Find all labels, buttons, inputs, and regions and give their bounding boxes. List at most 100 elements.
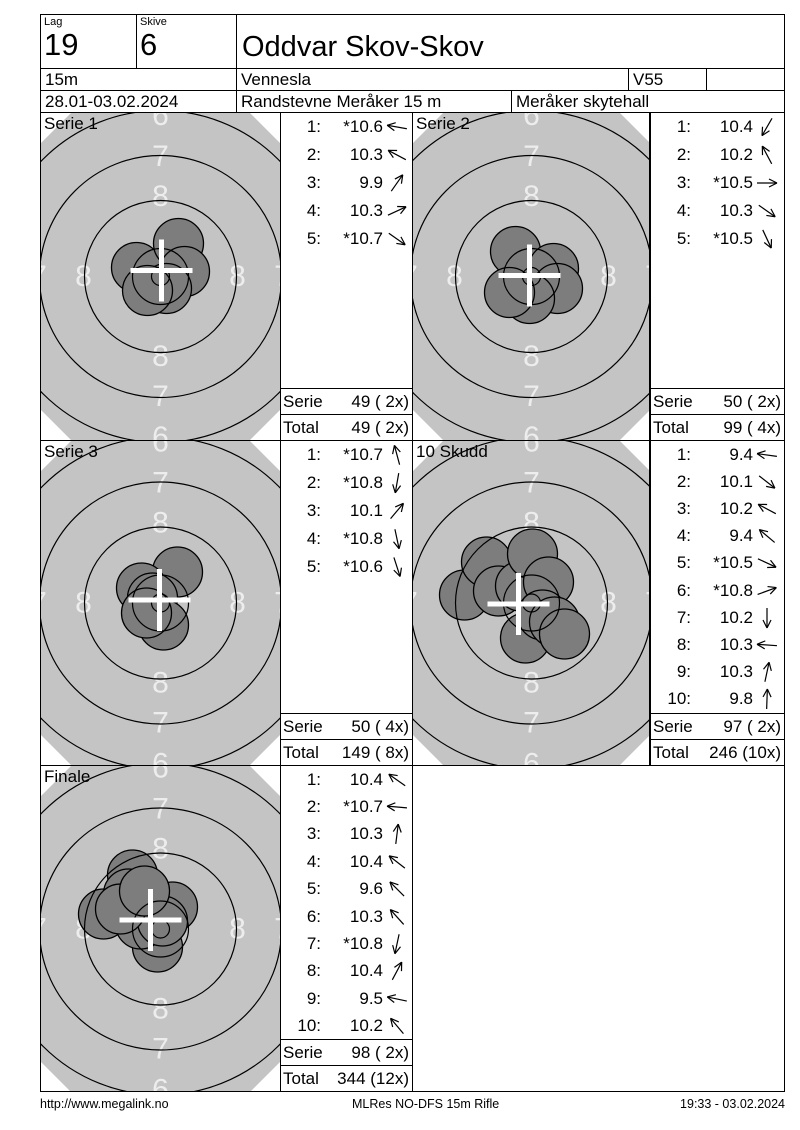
shot-hole <box>118 865 171 917</box>
shot-value: 10.3 <box>349 824 383 844</box>
shot-value: *10.8 <box>713 580 753 600</box>
shot-row: 5: *10.7 <box>281 225 412 253</box>
shot-row: 3: 9.9 <box>281 169 412 197</box>
shot-value: *10.5 <box>713 553 753 573</box>
shot-value: 10.2 <box>719 145 753 164</box>
shot-number: 5: <box>306 557 321 576</box>
shot-list-serie-3: 1: *10.7 2: *10.8 3: 10.1 4: *10.8 5: *10.6 Serie 5… <box>280 440 412 765</box>
serie-value: 97 ( 2x) <box>723 716 781 736</box>
ring-value-label: 6 <box>523 748 540 766</box>
ring-value-label: 6 <box>152 748 169 766</box>
shot-number: 1: <box>306 769 321 789</box>
shooter-class: V55 <box>633 70 664 89</box>
shot-direction-arrow-icon <box>383 173 411 193</box>
shot-row: 5: 9.6 <box>281 876 412 903</box>
total-score-row: Total 99 ( 4x) <box>651 414 784 440</box>
ring-value-label: 6 <box>152 421 169 440</box>
shot-number: 2: <box>676 471 691 491</box>
shot-value: *10.7 <box>343 445 383 464</box>
ring-value-label: 8 <box>152 993 169 1026</box>
serie-value: 49 ( 2x) <box>351 391 409 411</box>
shot-list-finale: 1: 10.4 2: *10.7 3: 10.3 4: 10.4 5: 9.6 6: 10.3 7: *1… <box>280 765 412 1092</box>
total-label: Total <box>283 742 319 762</box>
ring-value-label: 8 <box>152 507 169 540</box>
panel-title: Serie 2 <box>416 114 470 133</box>
shot-value: *10.5 <box>713 229 753 248</box>
skive-cell: Skive 6 <box>136 14 236 68</box>
date-range: 28.01-03.02.2024 <box>45 92 179 111</box>
total-value: 344 (12x) <box>337 1068 409 1088</box>
shot-row: 1: 10.4 <box>651 113 784 141</box>
shot-number: 4: <box>676 526 691 546</box>
shot-row: 4: 10.3 <box>281 197 412 225</box>
ring-value-label: 8 <box>446 260 463 293</box>
shot-row: 4: 9.4 <box>651 523 784 550</box>
shot-number: 8: <box>306 961 321 981</box>
shot-value: 10.3 <box>349 906 383 926</box>
shot-list-serie-1: 1: *10.6 2: 10.3 3: 9.9 4: 10.3 5: *10.7 Serie 49 (… <box>280 112 412 440</box>
shot-value: 10.3 <box>719 201 753 220</box>
shot-number: 4: <box>676 201 691 220</box>
ring-value-label: 6 <box>152 113 169 132</box>
shot-value: *10.8 <box>343 529 383 548</box>
shot-value: 10.2 <box>719 498 753 518</box>
shot-rows: 1: 10.4 2: 10.2 3: *10.5 4: 10.3 5: *10.5 <box>651 113 784 388</box>
shot-direction-arrow-icon <box>753 689 781 710</box>
shot-hole <box>483 266 536 319</box>
event-name: Randstevne Meråker 15 m <box>241 92 442 111</box>
ring-value-label: 7 <box>523 380 540 413</box>
shot-direction-arrow-icon <box>753 472 781 492</box>
shot-rows: 1: 9.4 2: 10.1 3: 10.2 4: 9.4 5: *10.5 6: *10.8 7: 10… <box>651 441 784 713</box>
shot-value: 9.8 <box>729 689 753 709</box>
shot-rows: 1: 10.4 2: *10.7 3: 10.3 4: 10.4 5: 9.6 6: 10.3 7: *1… <box>281 766 412 1039</box>
panel-title: Serie 3 <box>44 442 98 461</box>
shot-number: 5: <box>306 229 321 248</box>
shot-number: 1: <box>676 444 691 464</box>
target-serie-1: 8888777766Serie 1 <box>40 112 280 440</box>
shot-row: 5: *10.6 <box>281 553 412 581</box>
shot-direction-arrow-icon <box>383 879 411 899</box>
shot-number: 5: <box>676 229 691 248</box>
shot-direction-arrow-icon <box>383 770 411 790</box>
lag-cell: Lag 19 <box>40 14 136 68</box>
serie-score-row: Serie 50 ( 2x) <box>651 388 784 414</box>
shot-direction-arrow-icon <box>753 445 781 465</box>
shot-value: 9.9 <box>359 173 383 192</box>
shot-row: 7: 10.2 <box>651 604 784 631</box>
mpi-cross <box>130 239 193 302</box>
shot-list-10-skudd: 1: 9.4 2: 10.1 3: 10.2 4: 9.4 5: *10.5 6: *10.8 7: 10… <box>650 440 785 765</box>
shot-row: 9: 10.3 <box>651 659 784 686</box>
target-graphic: 8888777766 <box>413 113 649 440</box>
ring-value-label: 6 <box>152 1074 169 1093</box>
shot-direction-arrow-icon <box>753 607 781 628</box>
ring-value-label: 6 <box>523 421 540 440</box>
ring-value-label: 7 <box>152 380 169 413</box>
shot-value: *10.7 <box>343 797 383 817</box>
shot-number: 5: <box>306 879 321 899</box>
shot-direction-arrow-icon <box>383 145 411 165</box>
shot-number: 3: <box>676 173 691 192</box>
skive-label: Skive <box>140 16 167 28</box>
class-cell: V55 <box>628 68 706 90</box>
shot-direction-arrow-icon <box>383 473 411 494</box>
ring-value-label: 8 <box>152 667 169 700</box>
total-label: Total <box>653 742 689 762</box>
ring-value-label: 6 <box>152 441 169 459</box>
shot-direction-arrow-icon <box>753 117 781 137</box>
shot-rows: 1: *10.6 2: 10.3 3: 9.9 4: 10.3 5: *10.7 <box>281 113 412 388</box>
ring-value-label: 7 <box>152 467 169 500</box>
shot-row: 3: 10.1 <box>281 497 412 525</box>
shot-row: 1: *10.6 <box>281 113 412 141</box>
mpi-cross <box>128 569 191 631</box>
shot-number: 3: <box>306 173 321 192</box>
ring-value-label: 7 <box>523 467 540 500</box>
ring-value-label: 8 <box>229 913 246 946</box>
total-score-row: Total 149 ( 8x) <box>281 739 412 765</box>
shot-row: 4: *10.8 <box>281 525 412 553</box>
shot-value: 10.2 <box>719 607 753 627</box>
skive-value: 6 <box>140 27 158 62</box>
shot-number: 7: <box>676 607 691 627</box>
serie-label: Serie <box>283 716 323 736</box>
distance-cell: 15m <box>40 68 236 90</box>
